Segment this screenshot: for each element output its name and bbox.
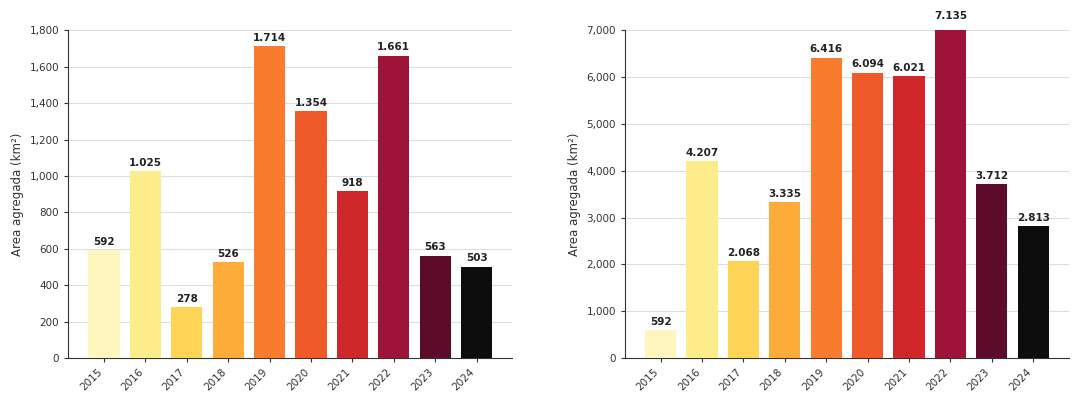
Bar <box>769 202 800 358</box>
Text: 526: 526 <box>217 249 239 259</box>
Text: 2.813: 2.813 <box>1016 213 1050 223</box>
Bar <box>172 307 202 358</box>
Bar <box>213 262 244 358</box>
Text: 1.354: 1.354 <box>295 98 327 108</box>
Bar <box>89 250 120 358</box>
Bar <box>130 171 161 358</box>
Text: 1.714: 1.714 <box>253 33 286 42</box>
Text: 592: 592 <box>93 237 114 247</box>
Bar <box>935 24 966 358</box>
Bar <box>296 112 326 358</box>
Bar <box>337 191 368 358</box>
Bar <box>976 184 1008 358</box>
Text: 6.094: 6.094 <box>851 59 885 69</box>
Text: 278: 278 <box>176 294 198 304</box>
Text: 6.416: 6.416 <box>810 44 842 54</box>
Y-axis label: Area agregada (km²): Area agregada (km²) <box>11 133 24 256</box>
Text: 918: 918 <box>341 178 363 187</box>
Bar <box>420 256 450 358</box>
Text: 3.335: 3.335 <box>768 189 801 199</box>
Y-axis label: Area agregada (km²): Area agregada (km²) <box>568 133 581 256</box>
Bar <box>645 330 676 358</box>
Text: 1.025: 1.025 <box>129 158 162 168</box>
Text: 3.712: 3.712 <box>975 171 1009 181</box>
Text: 1.661: 1.661 <box>377 42 410 52</box>
Bar <box>728 261 759 358</box>
Bar <box>254 46 285 358</box>
Text: 4.207: 4.207 <box>686 148 718 158</box>
Text: 7.135: 7.135 <box>934 11 967 21</box>
Text: 6.021: 6.021 <box>892 63 926 73</box>
Bar <box>687 161 717 358</box>
Bar <box>461 267 492 358</box>
Text: 563: 563 <box>424 242 446 252</box>
Text: 592: 592 <box>650 317 672 327</box>
Text: 2.068: 2.068 <box>727 248 760 258</box>
Bar <box>852 73 883 358</box>
Bar <box>893 76 924 358</box>
Text: 503: 503 <box>465 253 487 263</box>
Bar <box>811 58 841 358</box>
Bar <box>378 55 409 358</box>
Bar <box>1017 226 1049 358</box>
